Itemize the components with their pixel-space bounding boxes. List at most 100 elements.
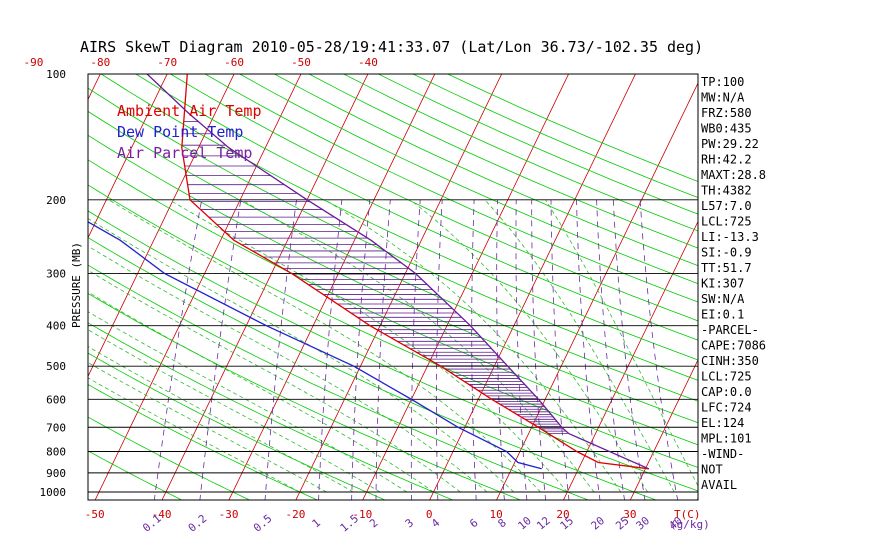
- mixing-ratio-label: 20: [589, 514, 608, 532]
- mixing-ratio-line: [351, 199, 371, 500]
- index-value: LI:-13.3: [701, 230, 759, 244]
- top-temp-tick-label: -70: [157, 56, 177, 69]
- bottom-temp-tick-label: 20: [556, 508, 569, 521]
- index-value: FRZ:580: [701, 106, 752, 120]
- dry-adiabat-line: [204, 74, 698, 303]
- mixing-ratio-line: [318, 199, 343, 500]
- top-temp-tick-label: -60: [224, 56, 244, 69]
- temperature-profile: [181, 74, 649, 470]
- dry-adiabat-line: [88, 384, 319, 500]
- mixing-ratio-line: [471, 199, 477, 500]
- top-temp-tick-label: -80: [90, 56, 110, 69]
- index-value: PW:29.22: [701, 137, 759, 151]
- plot-frame: [87, 73, 699, 501]
- isotherm-line: [629, 359, 698, 500]
- mixing-ratio-line: [531, 199, 547, 500]
- index-value: EI:0.1: [701, 308, 744, 322]
- dry-adiabat-line: [88, 264, 590, 500]
- mixing-ratio-label: 8: [495, 516, 508, 530]
- mixing-ratio-label: 1: [310, 516, 323, 530]
- index-value: SI:-0.9: [701, 246, 752, 260]
- isotherm-line: [94, 74, 302, 500]
- index-value: CAP:0.0: [701, 385, 752, 399]
- pressure-tick-label: 200: [46, 194, 66, 207]
- mixing-ratio-label: 3: [403, 516, 416, 530]
- pressure-tick-label: 400: [46, 320, 66, 333]
- pressure-tick-label: 100: [46, 68, 66, 81]
- isotherm-line: [0, 55, 43, 501]
- mixing-ratio-line: [550, 199, 570, 500]
- dry-adiabat-line: [88, 292, 522, 500]
- mixing-ratio-line: [435, 199, 443, 500]
- bottom-temp-tick-label: -30: [219, 508, 239, 521]
- bottom-temp-tick-label: 30: [623, 508, 636, 521]
- mixing-ratio-line: [410, 199, 421, 500]
- index-value: MAXT:28.8: [701, 168, 766, 182]
- mixing-ratio-line: [375, 199, 391, 500]
- moist-adiabat-line: [88, 377, 300, 493]
- index-value: KI:307: [701, 277, 744, 291]
- dry-adiabat-line: [88, 237, 658, 500]
- bottom-temp-unit: T(C): [674, 508, 701, 521]
- isotherm-line: [295, 74, 503, 500]
- dry-adiabat-line: [88, 450, 183, 500]
- index-value: MPL:101: [701, 432, 752, 446]
- mixing-ratio-label: 12: [534, 514, 553, 532]
- mixing-ratio-line: [596, 199, 625, 500]
- dry-adiabat-line: [88, 210, 698, 492]
- pressure-tick-label: 1000: [40, 486, 67, 499]
- mixing-ratio-line: [199, 199, 242, 500]
- legend-entry: Dew Point Temp: [117, 123, 243, 141]
- dry-adiabat-line: [273, 74, 698, 267]
- legend-entry: Ambient Air Temp: [117, 102, 262, 120]
- bottom-temp-tick-label: -40: [152, 508, 172, 521]
- top-temp-tick-label: -90: [23, 56, 43, 69]
- dry-adiabat-line: [135, 74, 698, 341]
- index-value: LFC:724: [701, 401, 752, 415]
- dry-adiabat-line: [412, 74, 698, 199]
- top-temp-tick-label: -40: [358, 56, 378, 69]
- index-value: NOT: [701, 463, 723, 477]
- isotherm-line: [764, 55, 870, 501]
- pressure-tick-label: 800: [46, 445, 66, 458]
- moist-adiabat-line: [169, 199, 568, 493]
- dry-adiabat-line: [169, 74, 698, 322]
- bottom-temp-tick-label: 0: [426, 508, 433, 521]
- index-value: WB0:435: [701, 122, 752, 136]
- parcel-profile: [146, 74, 650, 470]
- mixing-ratio-label: 0.2: [186, 512, 210, 535]
- isotherm-line: [496, 82, 698, 500]
- index-value: LCL:725: [701, 370, 752, 384]
- top-temp-tick-label: -50: [291, 56, 311, 69]
- dry-adiabat-line: [88, 110, 698, 402]
- isotherm-line: [831, 55, 870, 501]
- mixing-ratio-line: [264, 199, 297, 500]
- index-value: CAPE:7086: [701, 339, 766, 353]
- mixing-ratio-line: [576, 199, 601, 500]
- dry-adiabat-line: [88, 159, 698, 446]
- chart-title: AIRS SkewT Diagram 2010-05-28/19:41:33.0…: [80, 38, 703, 56]
- legend-entry: Air Parcel Temp: [117, 144, 252, 162]
- index-value: TP:100: [701, 75, 744, 89]
- dry-adiabat-line: [88, 87, 698, 381]
- moist-adiabat-line: [88, 245, 488, 493]
- mixing-ratio-label: 6: [467, 516, 480, 530]
- isotherm-line: [228, 74, 436, 500]
- dry-adiabat-line: [308, 74, 698, 249]
- moist-adiabat-line: [108, 199, 541, 493]
- index-value: MW:N/A: [701, 91, 745, 105]
- isotherm-line: [429, 74, 636, 500]
- index-value: TT:51.7: [701, 261, 752, 275]
- dry-adiabat-line: [238, 74, 698, 285]
- index-value: TH:4382: [701, 184, 752, 198]
- isotherm-line: [362, 74, 570, 500]
- moist-adiabat-line: [545, 199, 698, 487]
- mixing-ratio-unit: (g/kg): [670, 518, 710, 531]
- pressure-tick-label: 700: [46, 421, 66, 434]
- pressure-tick-label: 600: [46, 393, 66, 406]
- index-value: -PARCEL-: [701, 323, 759, 337]
- index-value: RH:42.2: [701, 153, 752, 167]
- isotherm-line: [88, 74, 168, 239]
